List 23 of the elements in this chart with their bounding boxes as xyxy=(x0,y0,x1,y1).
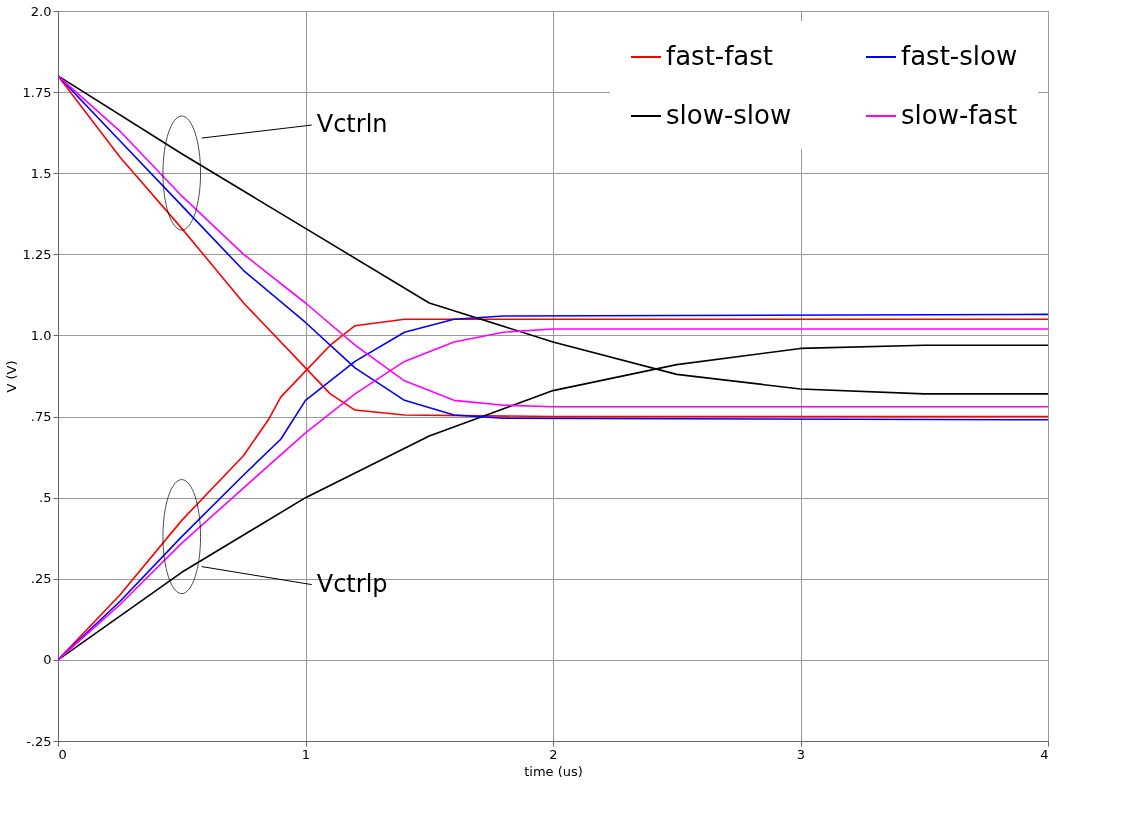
x-tick-label: 4 xyxy=(1040,746,1049,762)
y-tick-label: 2.0 xyxy=(30,3,52,19)
y-tick-label: 1.25 xyxy=(22,246,52,262)
annotation: Vctrln xyxy=(316,110,388,139)
x-tick-label: 2 xyxy=(549,746,558,762)
x-tick-label: 1 xyxy=(301,746,311,762)
y-tick-label: .75 xyxy=(30,409,52,425)
y-tick-label: 1.0 xyxy=(30,327,52,343)
y-tick-label: .25 xyxy=(30,571,52,587)
y-tick-label: 1.75 xyxy=(22,84,52,100)
y-tick-label: 1.5 xyxy=(30,165,52,181)
y-tick-label: .5 xyxy=(39,490,52,506)
legend-label: slow-fast xyxy=(901,100,1018,130)
x-axis-title: time (us) xyxy=(524,763,583,779)
legend-label: fast-slow xyxy=(901,41,1018,71)
legend-label: fast-fast xyxy=(666,41,774,71)
x-tick-label: 3 xyxy=(796,746,806,762)
y-tick-label: -.25 xyxy=(26,733,52,749)
legend-label: slow-slow xyxy=(666,100,792,130)
y-tick-label: 0 xyxy=(43,652,52,668)
annotation: Vctrlp xyxy=(316,569,388,598)
y-axis-title: V (V) xyxy=(3,360,19,393)
x-tick-label: 0 xyxy=(58,746,67,762)
